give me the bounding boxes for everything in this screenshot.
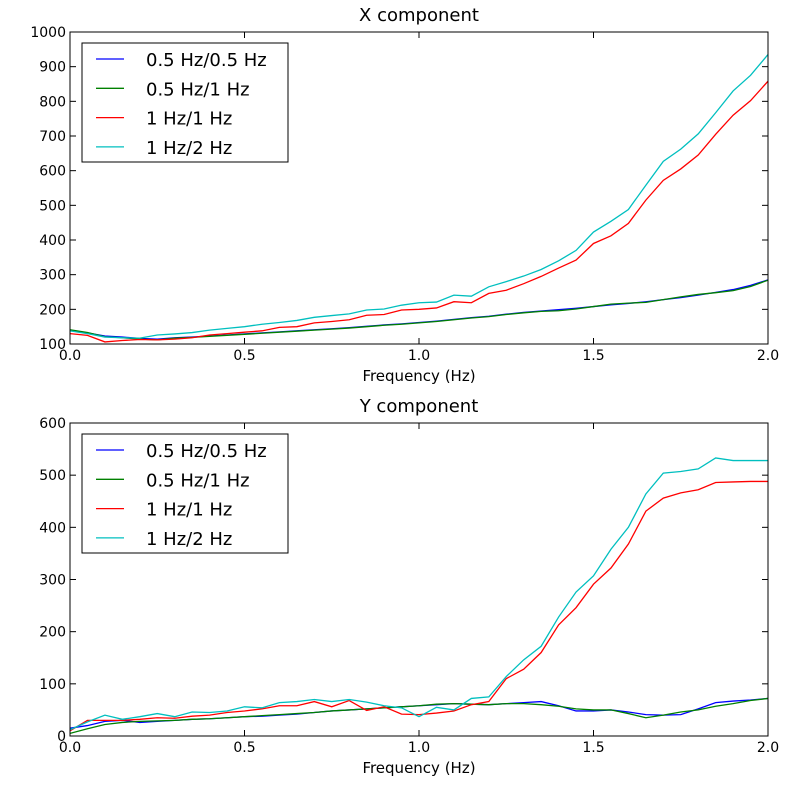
x-tick-label: 1.5 bbox=[582, 348, 604, 364]
y-tick-label: 600 bbox=[39, 164, 66, 180]
y-tick-label: 100 bbox=[39, 337, 66, 353]
x-axis-label: Frequency (Hz) bbox=[362, 759, 475, 777]
x-tick-label: 0.5 bbox=[233, 348, 255, 364]
x-tick-label: 0.0 bbox=[59, 740, 81, 756]
y-tick-label: 400 bbox=[39, 233, 66, 249]
series-line-1-hz-1-hz bbox=[70, 80, 768, 343]
y-tick-label: 500 bbox=[39, 468, 66, 484]
y-tick-label: 300 bbox=[39, 573, 66, 589]
y-tick-label: 700 bbox=[39, 129, 66, 145]
x-tick-label: 0.5 bbox=[233, 740, 255, 756]
x-tick-label: 2.0 bbox=[757, 740, 779, 756]
series-line-0-5-hz-0-5-hz bbox=[70, 697, 768, 729]
legend-box bbox=[81, 42, 289, 163]
x-tick-label: 0.0 bbox=[59, 348, 81, 364]
series-line-1-hz-1-hz bbox=[70, 480, 768, 732]
legend-label-1-hz-2-hz: 1 Hz/2 Hz bbox=[146, 138, 232, 159]
legend-label-0-5-hz-1-hz: 0.5 Hz/1 Hz bbox=[146, 79, 250, 100]
y-tick-label: 100 bbox=[39, 677, 66, 693]
x-component-panel: X component 0.0 0.5 1.0 1.5 2.0 100 200 300 400 50… bbox=[30, 5, 779, 385]
y-tick-label: 200 bbox=[39, 302, 66, 318]
x-tick-label: 1.5 bbox=[582, 740, 604, 756]
y-tick-label: 600 bbox=[39, 416, 66, 432]
y-tick-label: 0 bbox=[57, 729, 66, 745]
legend-label-1-hz-1-hz: 1 Hz/1 Hz bbox=[146, 109, 232, 130]
legend-label-0-5-hz-1-hz: 0.5 Hz/1 Hz bbox=[146, 470, 250, 491]
y-tick-label: 200 bbox=[39, 625, 66, 641]
legend-label-0-5-hz-0-5-hz: 0.5 Hz/0.5 Hz bbox=[146, 50, 267, 71]
y-tick-label: 1000 bbox=[30, 25, 66, 41]
legend-label-0-5-hz-0-5-hz: 0.5 Hz/0.5 Hz bbox=[146, 441, 267, 462]
legend: 0.5 Hz/0.5 Hz 0.5 Hz/1 Hz 1 Hz/1 Hz 1 Hz/2 … bbox=[81, 433, 289, 554]
x-axis-label: Frequency (Hz) bbox=[362, 367, 475, 385]
series-line-1-hz-2-hz bbox=[70, 54, 768, 339]
series-line-0-5-hz-1-hz bbox=[70, 279, 768, 341]
legend-box bbox=[81, 433, 289, 554]
legend-label-1-hz-2-hz: 1 Hz/2 Hz bbox=[146, 529, 232, 550]
y-tick-label: 900 bbox=[39, 60, 66, 76]
y-tick-label: 300 bbox=[39, 268, 66, 284]
series-line-0-5-hz-1-hz bbox=[70, 697, 768, 735]
legend: 0.5 Hz/0.5 Hz 0.5 Hz/1 Hz 1 Hz/1 Hz 1 Hz/2 … bbox=[81, 42, 289, 163]
chart-title: Y component bbox=[359, 396, 479, 417]
y-component-panel: Y component 0.0 0.5 1.0 1.5 2.0 0 100 200 300 400 5… bbox=[39, 396, 779, 777]
y-tick-label: 400 bbox=[39, 520, 66, 536]
x-tick-label: 1.0 bbox=[408, 348, 430, 364]
y-tick-label: 500 bbox=[39, 198, 66, 214]
series-line-1-hz-2-hz bbox=[70, 457, 768, 731]
x-tick-label: 1.0 bbox=[408, 740, 430, 756]
y-tick-label: 800 bbox=[39, 94, 66, 110]
legend-label-1-hz-1-hz: 1 Hz/1 Hz bbox=[146, 500, 232, 521]
x-tick-label: 2.0 bbox=[757, 348, 779, 364]
chart-title: X component bbox=[359, 5, 479, 26]
